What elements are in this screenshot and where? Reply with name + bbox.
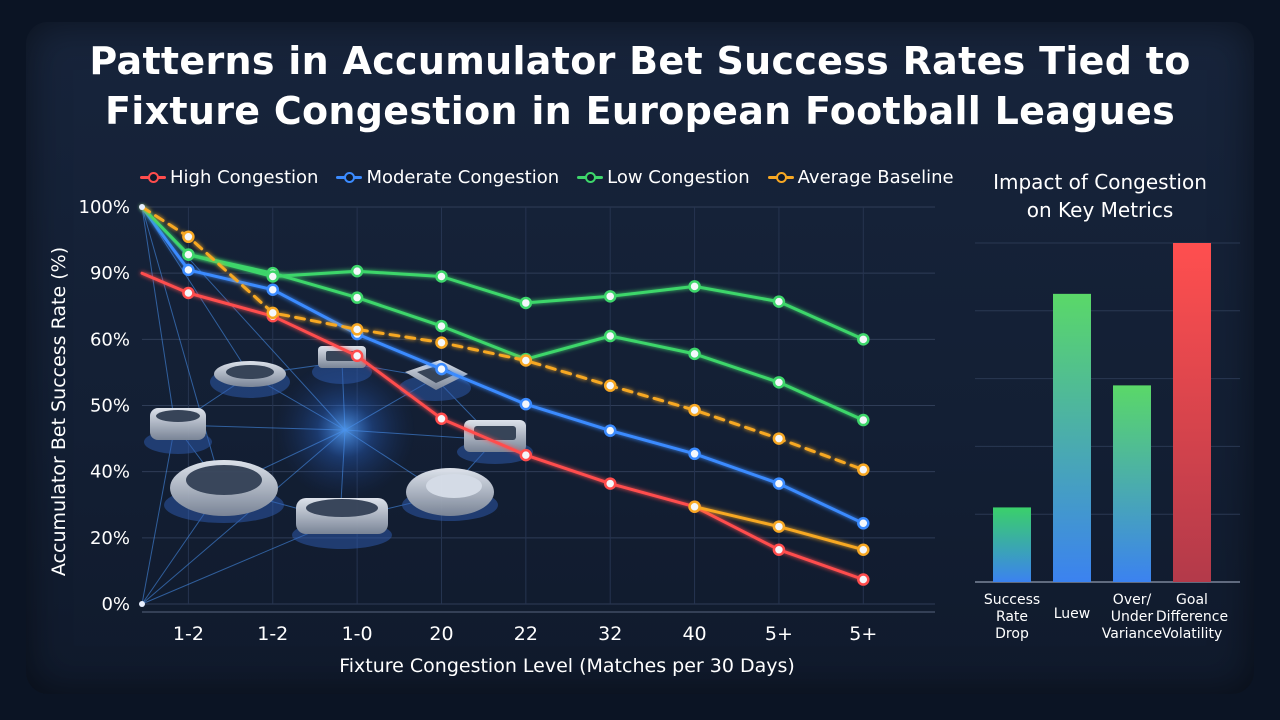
legend-item-high: High Congestion: [140, 167, 318, 188]
legend-swatch-baseline: [767, 170, 794, 184]
chart-title-line-1: Patterns in Accumulator Bet Success Rate…: [89, 39, 1191, 83]
chart-title: Patterns in Accumulator Bet Success Rate…: [40, 36, 1240, 136]
legend-item-low: Low Congestion: [577, 167, 750, 188]
legend-label-moderate: Moderate Congestion: [366, 166, 560, 188]
legend-label-high: High Congestion: [170, 166, 319, 188]
legend-item-moderate: Moderate Congestion: [336, 167, 559, 188]
legend: High Congestion Moderate Congestion Low …: [140, 164, 972, 190]
legend-item-baseline: Average Baseline: [767, 166, 954, 188]
legend-label-low: Low Congestion: [607, 166, 750, 188]
legend-label-baseline: Average Baseline: [797, 166, 954, 188]
legend-swatch-low: [577, 170, 604, 184]
legend-swatch-high: [140, 170, 166, 184]
bar-chart-title: Impact of Congestion on Key Metrics: [993, 170, 1207, 222]
legend-swatch-moderate: [336, 170, 363, 184]
chart-title-line-2: Fixture Congestion in European Football …: [104, 89, 1176, 133]
